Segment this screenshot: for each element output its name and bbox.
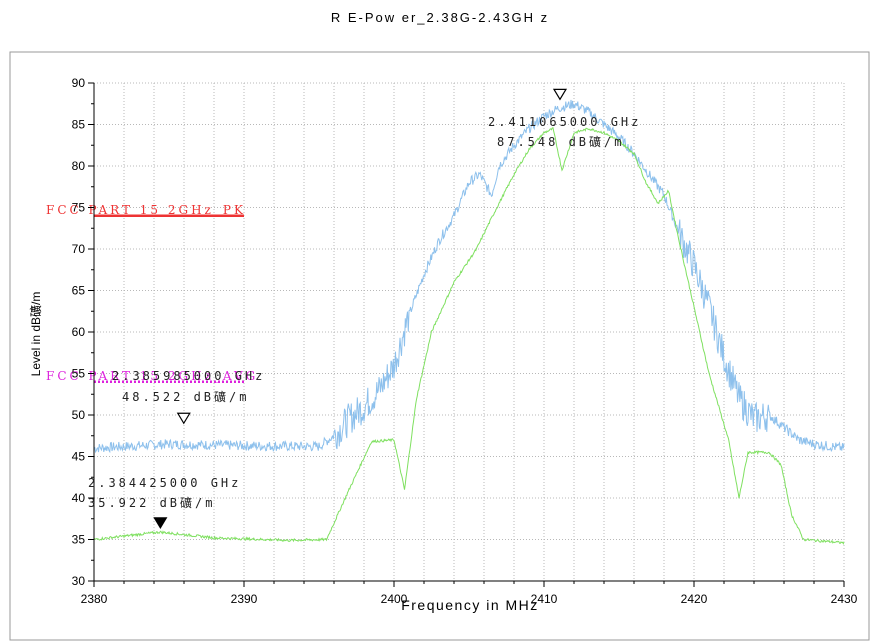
chart-title: R E-Pow er_2.38G-2.43GH z [331,10,549,25]
marker-freq-label: 2.385985000 GHz [112,369,265,383]
chart-frame [9,51,870,641]
x-tick-labels: 2380 2390 2400 2410 2420 2430 [81,592,858,606]
marker-freq-label: 2.411065000 GHz [488,115,641,129]
y-tick-label: 40 [72,491,86,505]
y-tick-label: 85 [72,118,86,132]
y-axis-label: Level in dB礦/m [28,292,43,377]
y-tick-label: 30 [72,574,86,588]
x-tick-label: 2430 [831,592,858,606]
y-tick-label: 60 [72,325,86,339]
x-tick-label: 2420 [681,592,708,606]
y-tick-label: 50 [72,408,86,422]
marker-triangle [176,412,191,425]
limit-lines: FCC PART 15 2GHz_PK FCC PART 15 2GHz_AVG [46,203,258,384]
x-tick-label: 2400 [381,592,408,606]
limit-line-label: FCC PART 15 2GHz_AVG [46,369,258,383]
grid [93,82,845,582]
marker-triangle [552,88,568,101]
series-line-avg [93,127,845,545]
y-tick-label: 90 [72,76,86,90]
y-tick-labels: 30 35 40 45 50 55 60 65 70 75 80 85 90 [72,76,86,588]
y-tick-label: 70 [72,242,86,256]
limit-line-label: FCC PART 15 2GHz_PK [46,203,246,217]
markers-layer: 2.411065000 GHz 87.548 dB礦/m 2.385985000 G… [88,88,641,530]
y-tick-label: 55 [72,367,86,381]
y-tick-label: 65 [72,284,86,298]
x-axis-label: Frequency in MHz [401,597,539,613]
y-tick-label: 45 [72,450,86,464]
x-tick-label: 2390 [231,592,258,606]
y-tick-label: 35 [72,533,86,547]
series-line-pk [93,99,845,454]
axes [88,82,845,587]
marker-level-label: 87.548 dB礦/m [497,134,624,149]
x-tick-label: 2380 [81,592,108,606]
marker-triangle [153,517,168,530]
x-tick-label: 2410 [531,592,558,606]
y-tick-label: 75 [72,201,86,215]
marker-level-label: 35.922 dB礦/m [88,495,215,510]
y-tick-label: 80 [72,159,86,173]
marker-freq-label: 2.384425000 GHz [88,476,241,490]
series-layer [93,99,845,545]
marker-level-label: 48.522 dB礦/m [122,389,249,404]
